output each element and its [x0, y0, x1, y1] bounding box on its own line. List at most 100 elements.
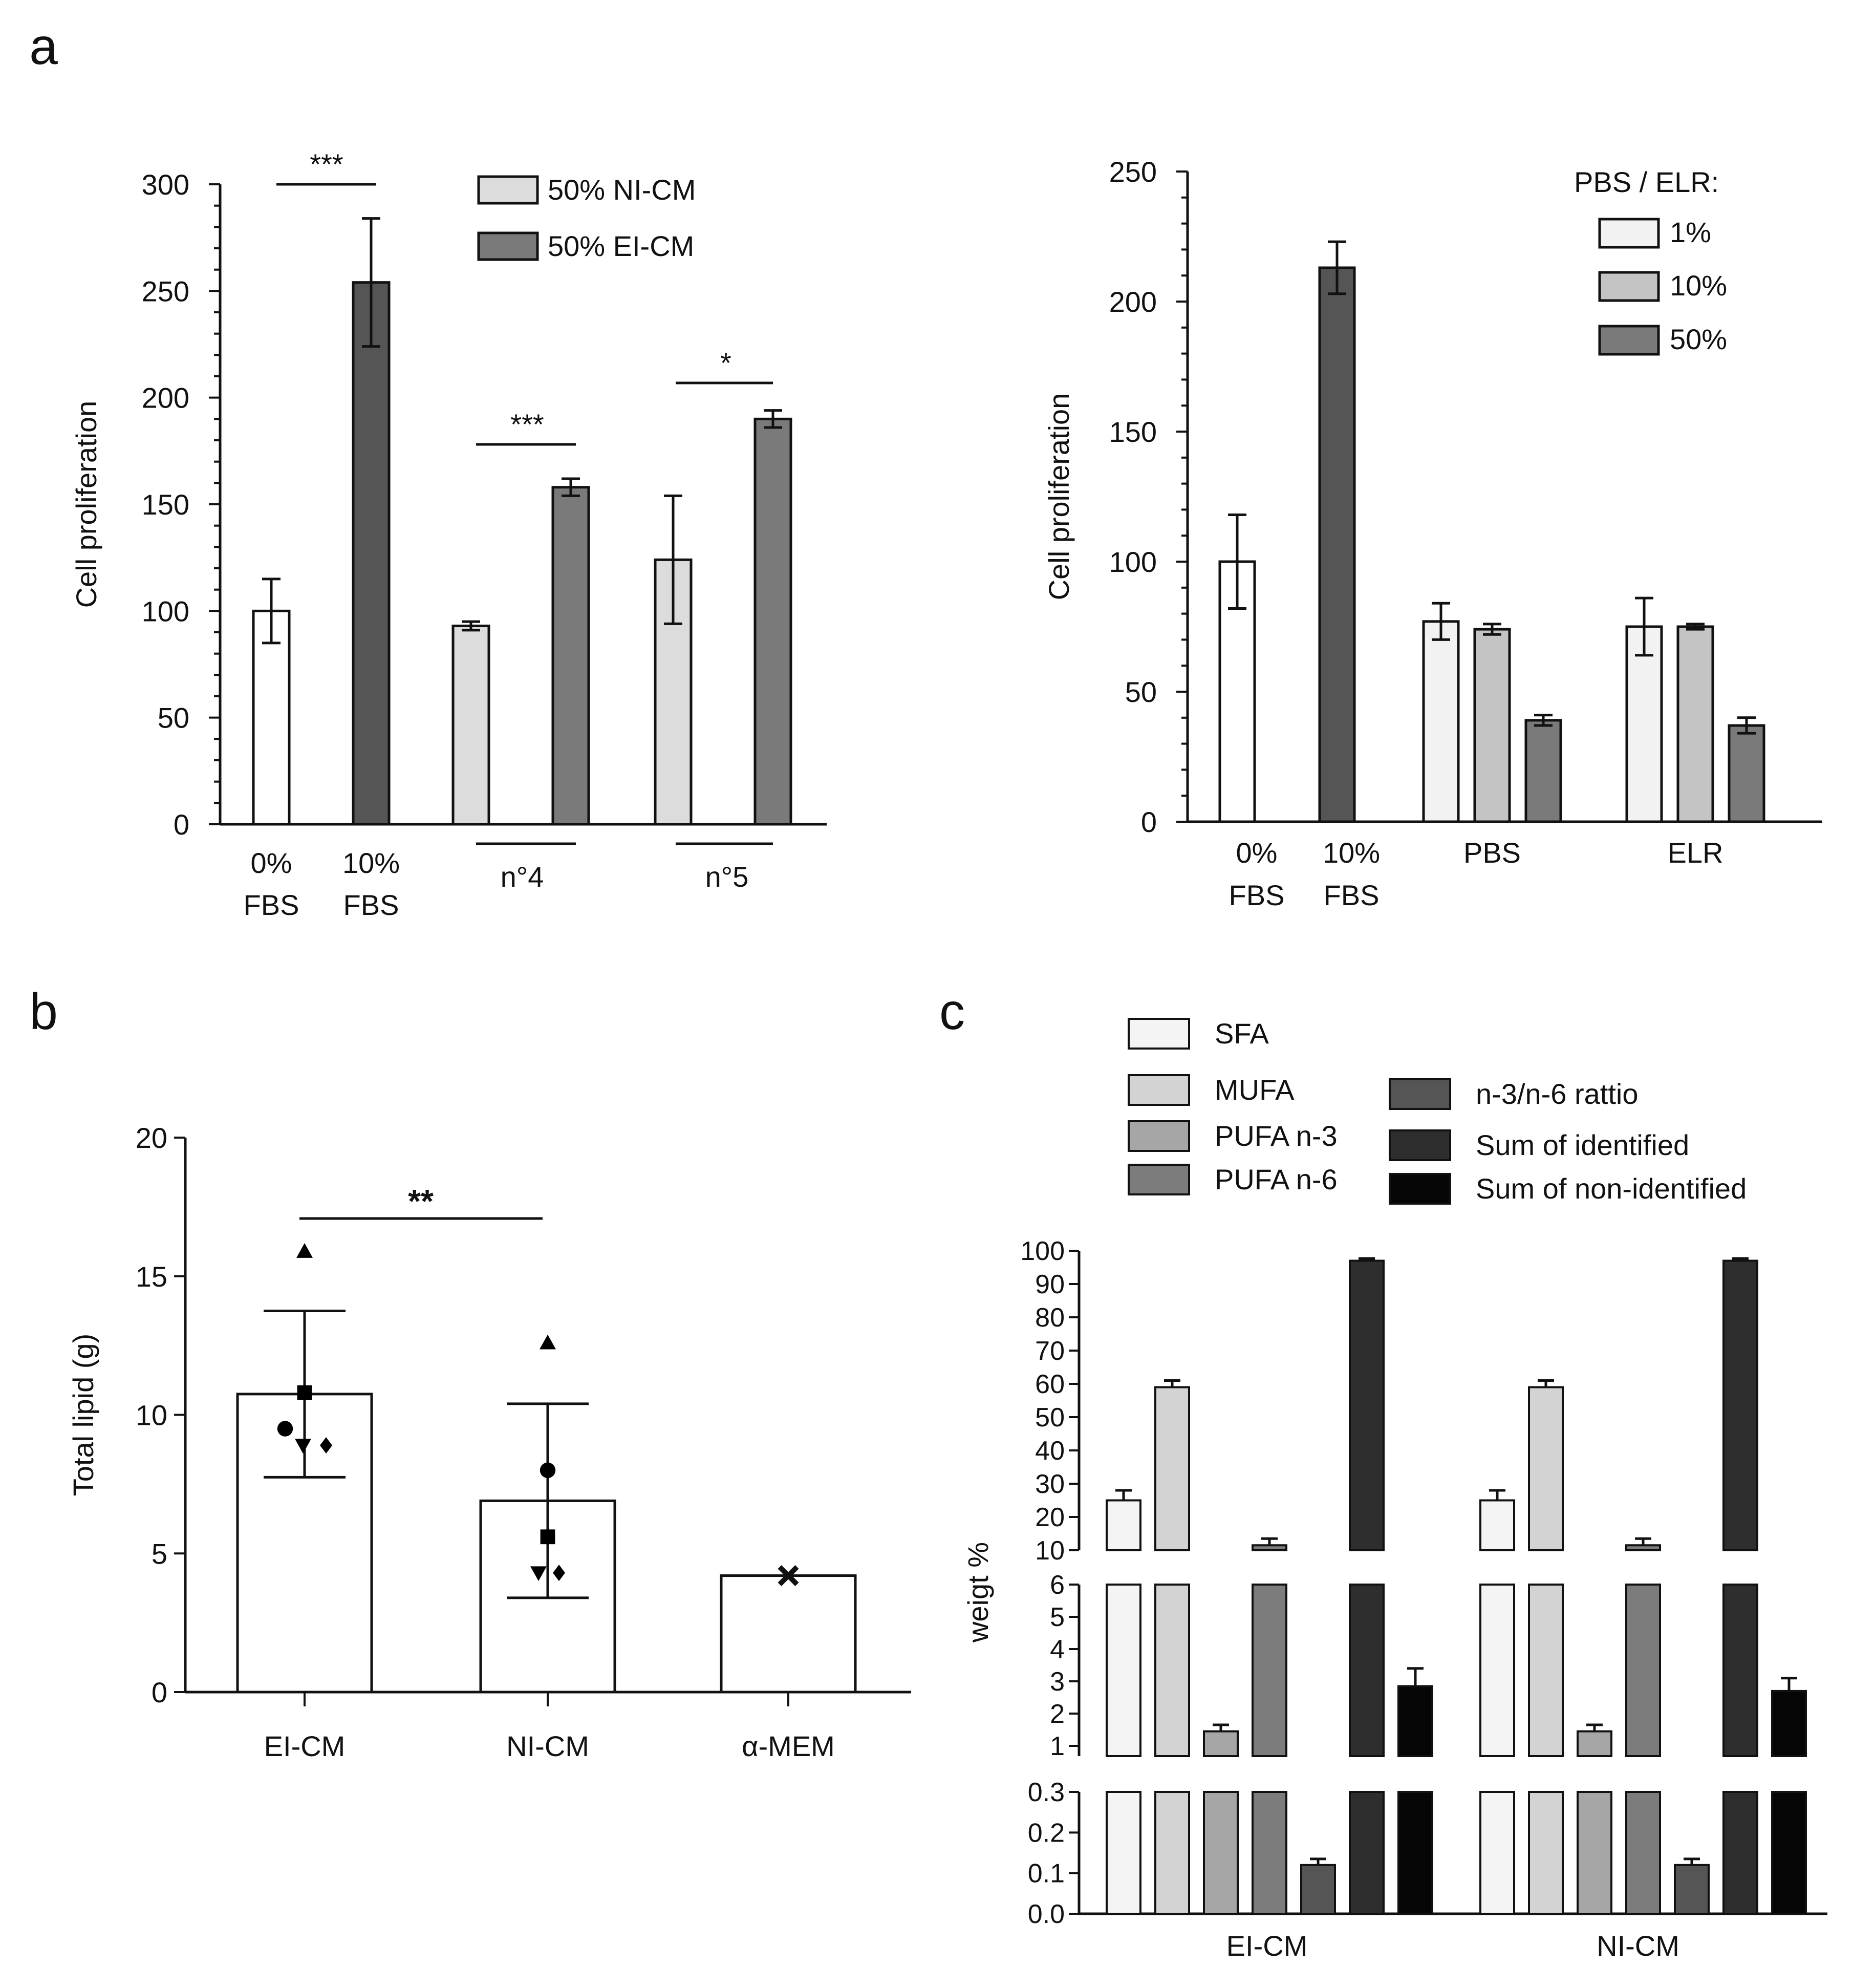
a-right-legend-swatch [1598, 218, 1660, 249]
b-data-point [540, 1462, 556, 1478]
b-data-point [296, 1243, 313, 1258]
a-left-y-tick-label: 50 [158, 702, 189, 734]
c-bar-top [1479, 1499, 1515, 1551]
a-left-x-label: n°4 [501, 861, 544, 893]
c-bar-middle [1625, 1584, 1661, 1757]
a-right-bar [1422, 620, 1460, 823]
c-bar-middle [1154, 1584, 1190, 1757]
panel-label-a: a [29, 18, 58, 75]
b-data-point [277, 1421, 293, 1437]
c-legend-label: n-3/n-6 rattio [1476, 1078, 1639, 1110]
a-right-legend-label: 50% [1670, 323, 1727, 355]
c-bar-bottom [1397, 1791, 1433, 1915]
a-right-x-label: 0% [1236, 837, 1278, 869]
c-bar-bottom [1252, 1791, 1287, 1915]
c-bar-bottom [1528, 1791, 1564, 1915]
a-left-x-label: n°5 [705, 861, 749, 893]
c-bar-middle [1528, 1584, 1564, 1757]
c-bar-bottom [1577, 1791, 1612, 1915]
c-bar-top [1625, 1544, 1661, 1551]
a-right-legend-label: 10% [1670, 269, 1727, 302]
c-axis-break [1076, 1553, 1830, 1581]
a-left-legend-swatch [477, 231, 539, 261]
b-data-point [320, 1437, 332, 1454]
panel-label-b: b [29, 983, 58, 1040]
b-data-point [553, 1565, 565, 1581]
c-bar-top [1722, 1259, 1758, 1551]
c-legend-label: SFA [1215, 1017, 1269, 1050]
c-bar-bottom [1722, 1791, 1758, 1915]
c-bar-bottom [1674, 1864, 1710, 1915]
a-right-legend-swatch [1598, 325, 1660, 356]
a-left-legend-label: 50% EI-CM [548, 230, 694, 262]
a-right-y-axis-title: Cell proliferation [1043, 393, 1075, 601]
a-left-x-label: FBS [343, 889, 399, 921]
c-y-tick-label: 2 [1050, 1699, 1065, 1729]
c-legend-swatch [1128, 1120, 1190, 1152]
b-y-tick-label: 5 [152, 1537, 167, 1570]
c-bar-top [1154, 1386, 1190, 1551]
c-bar-middle [1203, 1730, 1239, 1757]
a-right-x-label: PBS [1463, 837, 1521, 869]
c-bar-top [1252, 1544, 1287, 1551]
a-right-legend-title: PBS / ELR: [1574, 166, 1719, 198]
a-right-y-tick-label: 100 [1109, 546, 1157, 578]
panel-label-c: c [939, 983, 965, 1040]
c-bar-middle [1479, 1584, 1515, 1757]
c-y-tick-label: 0.0 [1028, 1899, 1065, 1929]
c-legend-swatch [1389, 1173, 1451, 1205]
c-y-tick-label: 60 [1035, 1370, 1065, 1399]
c-y-tick-label: 1 [1050, 1732, 1065, 1761]
c-bar-middle [1106, 1584, 1141, 1757]
a-left-x-label: FBS [244, 889, 299, 921]
c-legend-label: PUFA n-3 [1215, 1120, 1338, 1152]
a-right-x-label: ELR [1668, 837, 1723, 869]
b-y-tick-label: 10 [136, 1399, 167, 1431]
b-data-point [540, 1334, 556, 1350]
a-left-x-label: 0% [251, 847, 292, 879]
a-left-sig-stars: *** [510, 408, 544, 440]
c-legend-swatch [1128, 1164, 1190, 1195]
b-data-point [297, 1385, 312, 1400]
b-data-point [540, 1529, 555, 1545]
c-y-tick-label: 20 [1035, 1503, 1065, 1532]
c-bar-middle [1349, 1584, 1385, 1757]
a-left-bar [252, 609, 291, 826]
a-left-y-tick-label: 300 [142, 168, 189, 201]
a-left-y-tick-label: 250 [142, 275, 189, 307]
a-right-y-tick-label: 200 [1109, 286, 1157, 318]
c-y-tick-label: 6 [1050, 1570, 1065, 1600]
c-y-tick-label: 40 [1035, 1436, 1065, 1466]
a-right-bar [1473, 628, 1511, 823]
a-left-bar [753, 417, 792, 826]
c-legend-label: Sum of non-identified [1476, 1172, 1747, 1205]
c-legend-label: Sum of identified [1476, 1129, 1689, 1161]
c-bar-bottom [1349, 1791, 1385, 1915]
c-bar-bottom [1203, 1791, 1239, 1915]
c-x-label: NI-CM [1597, 1930, 1679, 1962]
a-left-bar [451, 625, 490, 826]
c-y-tick-label: 0.2 [1028, 1818, 1065, 1848]
a-left-bar [352, 281, 391, 826]
b-y-axis-title: Total lipid (g) [67, 1334, 99, 1496]
b-x-label: NI-CM [506, 1730, 589, 1762]
c-y-tick-label: 4 [1050, 1635, 1065, 1664]
a-left-sig-stars: * [720, 347, 731, 379]
a-right-x-label: 10% [1323, 837, 1380, 869]
a-left-x-label: 10% [342, 847, 400, 879]
a-right-bar [1218, 560, 1256, 823]
b-data-point [295, 1439, 311, 1454]
c-y-tick-label: 0.1 [1028, 1859, 1065, 1889]
a-left-y-tick-label: 200 [142, 382, 189, 414]
c-bar-middle [1577, 1730, 1612, 1757]
a-left-legend-swatch [477, 175, 539, 205]
a-left-legend-label: 50% NI-CM [548, 174, 696, 206]
a-right-y-tick-label: 250 [1109, 156, 1157, 188]
a-right-y-tick-label: 150 [1109, 416, 1157, 448]
c-y-tick-label: 5 [1050, 1602, 1065, 1632]
b-data-point [778, 1565, 799, 1587]
c-bar-top [1349, 1259, 1385, 1551]
b-data-point-stroke2 [778, 1565, 799, 1587]
